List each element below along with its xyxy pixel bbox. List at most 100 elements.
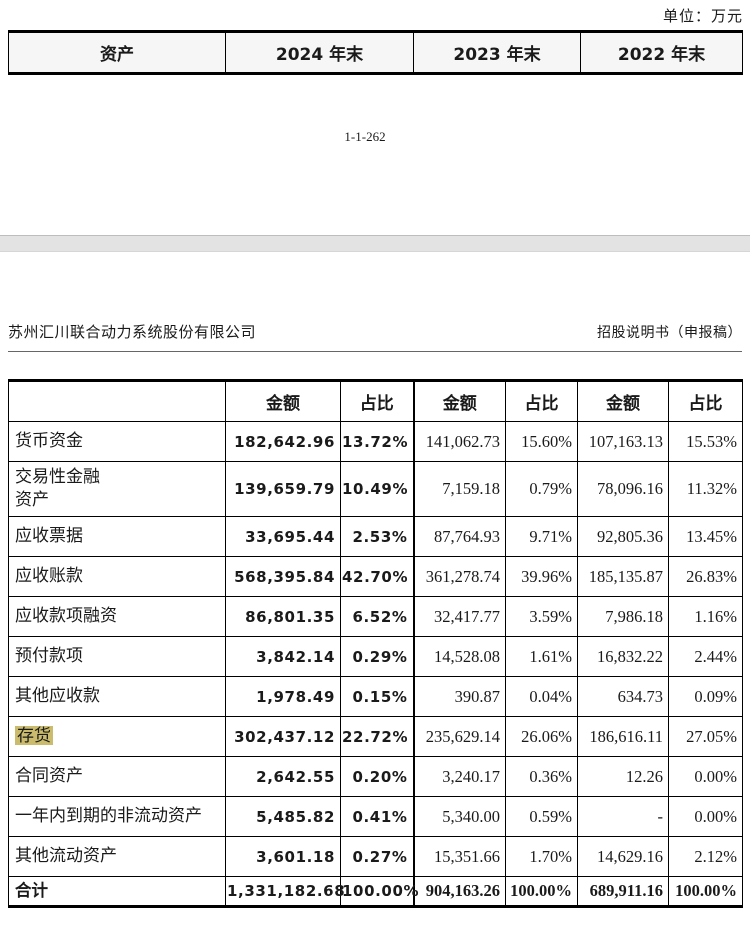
value-cell: 0.00% (668, 796, 743, 837)
column-header-empty (8, 380, 226, 422)
column-header-cell: 占比 (340, 380, 414, 422)
value-cell: 86,801.35 (225, 596, 341, 637)
table-row: 存货 302,437.12 22.72% 235,629.14 26.06% 186,61… (8, 716, 743, 757)
value-cell: 182,642.96 (225, 421, 341, 462)
value-cell: 10.49% (340, 461, 414, 517)
value-cell: 14,528.08 (412, 636, 506, 677)
value-cell: 0.79% (505, 461, 578, 517)
table-row: 其他应收款 1,978.49 0.15% 390.87 0.04% 634.73 0.09% (8, 676, 743, 717)
value-cell: 1.70% (505, 836, 578, 877)
table-row: 应收款项融资 86,801.35 6.52% 32,417.77 3.59% 7,986.… (8, 596, 743, 637)
value-cell: 87,764.93 (412, 516, 506, 557)
company-name: 苏州汇川联合动力系统股份有限公司 (8, 325, 257, 341)
table-row: 预付款项 3,842.14 0.29% 14,528.08 1.61% 16,832.22… (8, 636, 743, 677)
value-cell: 235,629.14 (412, 716, 506, 757)
value-cell: - (577, 796, 669, 837)
value-cell: 39.96% (505, 556, 578, 597)
doc-title: 招股说明书（申报稿） (597, 326, 742, 341)
column-header-cell: 金额 (412, 380, 506, 422)
table-row: 应收票据 33,695.44 2.53% 87,764.93 9.71% 92,805.3… (8, 516, 743, 557)
value-cell: 5,340.00 (412, 796, 506, 837)
value-cell: 1,978.49 (225, 676, 341, 717)
asset-label-cell: 货币资金 (8, 421, 226, 462)
value-cell: 16,832.22 (577, 636, 669, 677)
value-cell: 7,159.18 (412, 461, 506, 517)
value-cell: 107,163.13 (577, 421, 669, 462)
value-cell: 14,629.16 (577, 836, 669, 877)
column-header-cell: 占比 (505, 380, 578, 422)
column-header-2022: 2022 年末 (580, 31, 743, 74)
value-cell: 2.44% (668, 636, 743, 677)
value-cell: 26.83% (668, 556, 743, 597)
value-cell: 361,278.74 (412, 556, 506, 597)
value-cell: 1.16% (668, 596, 743, 637)
value-cell: 100.00% (505, 876, 578, 907)
value-cell: 7,986.18 (577, 596, 669, 637)
value-cell: 634.73 (577, 676, 669, 717)
value-cell: 689,911.16 (577, 876, 669, 907)
value-cell: 2,642.55 (225, 756, 341, 797)
value-cell: 0.27% (340, 836, 414, 877)
value-cell: 302,437.12 (225, 716, 341, 757)
column-header-cell: 金额 (577, 380, 669, 422)
table-row: 交易性金融 资产 139,659.79 10.49% 7,159.18 0.79% 78,… (8, 461, 743, 517)
value-cell: 0.00% (668, 756, 743, 797)
value-cell: 6.52% (340, 596, 414, 637)
value-cell: 186,616.11 (577, 716, 669, 757)
asset-label-cell: 应收票据 (8, 516, 226, 557)
page-separator-bar (0, 235, 750, 252)
value-cell: 42.70% (340, 556, 414, 597)
value-cell: 0.09% (668, 676, 743, 717)
value-cell: 12.26 (577, 756, 669, 797)
asset-label-cell: 合同资产 (8, 756, 226, 797)
value-cell: 0.20% (340, 756, 414, 797)
value-cell: 3.59% (505, 596, 578, 637)
value-cell: 0.15% (340, 676, 414, 717)
value-cell: 5,485.82 (225, 796, 341, 837)
value-cell: 3,601.18 (225, 836, 341, 877)
running-header: 苏州汇川联合动力系统股份有限公司 招股说明书（申报稿） (8, 321, 742, 352)
search-highlight: 存货 (15, 726, 53, 746)
value-cell: 568,395.84 (225, 556, 341, 597)
value-cell: 9.71% (505, 516, 578, 557)
value-cell: 15,351.66 (412, 836, 506, 877)
value-cell: 100.00% (340, 876, 419, 907)
value-cell: 390.87 (412, 676, 506, 717)
asset-label-cell: 交易性金融 资产 (8, 461, 226, 517)
table-row: 一年内到期的非流动资产 5,485.82 0.41% 5,340.00 0.59% -0.… (8, 796, 743, 837)
value-cell: 92,805.36 (577, 516, 669, 557)
assets-period-header-table: 资产 2024 年末 2023 年末 2022 年末 (8, 30, 743, 75)
value-cell: 3,842.14 (225, 636, 341, 677)
asset-label-cell: 合计 (8, 876, 226, 907)
value-cell: 22.72% (340, 716, 414, 757)
value-cell: 0.59% (505, 796, 578, 837)
table-row: 货币资金 182,642.96 13.72% 141,062.73 15.60% 107,… (8, 421, 743, 462)
value-cell: 32,417.77 (412, 596, 506, 637)
value-cell: 2.12% (668, 836, 743, 877)
asset-label-cell: 存货 (8, 716, 226, 757)
value-cell: 0.04% (505, 676, 578, 717)
table-row: 合同资产 2,642.55 0.20% 3,240.17 0.36% 12.26 0.00% (8, 756, 743, 797)
table-row: 其他流动资产 3,601.18 0.27% 15,351.66 1.70% 14,629.… (8, 836, 743, 877)
table-row: 应收账款 568,395.84 42.70% 361,278.74 39.96% 185,… (8, 556, 743, 597)
value-cell: 3,240.17 (412, 756, 506, 797)
unit-label: 单位：万元 (662, 9, 743, 25)
table-header-row: 资产 2024 年末 2023 年末 2022 年末 (8, 31, 743, 74)
value-cell: 100.00% (668, 876, 743, 907)
value-cell: 185,135.87 (577, 556, 669, 597)
value-cell: 0.29% (340, 636, 414, 677)
table-row: 合计 1,331,182.68 100.00% 904,163.26 100.00% 68… (8, 876, 743, 907)
value-cell: 0.41% (340, 796, 414, 837)
column-header-assets: 资产 (8, 31, 226, 74)
value-cell: 11.32% (668, 461, 743, 517)
asset-label-cell: 预付款项 (8, 636, 226, 677)
value-cell: 15.60% (505, 421, 578, 462)
asset-label-cell: 应收款项融资 (8, 596, 226, 637)
value-cell: 27.05% (668, 716, 743, 757)
table-header-row: 金额 占比 金额 占比 金额 占比 (8, 380, 743, 422)
value-cell: 15.53% (668, 421, 743, 462)
column-header-cell: 占比 (668, 380, 743, 422)
column-header-cell: 金额 (225, 380, 341, 422)
value-cell: 139,659.79 (225, 461, 341, 517)
